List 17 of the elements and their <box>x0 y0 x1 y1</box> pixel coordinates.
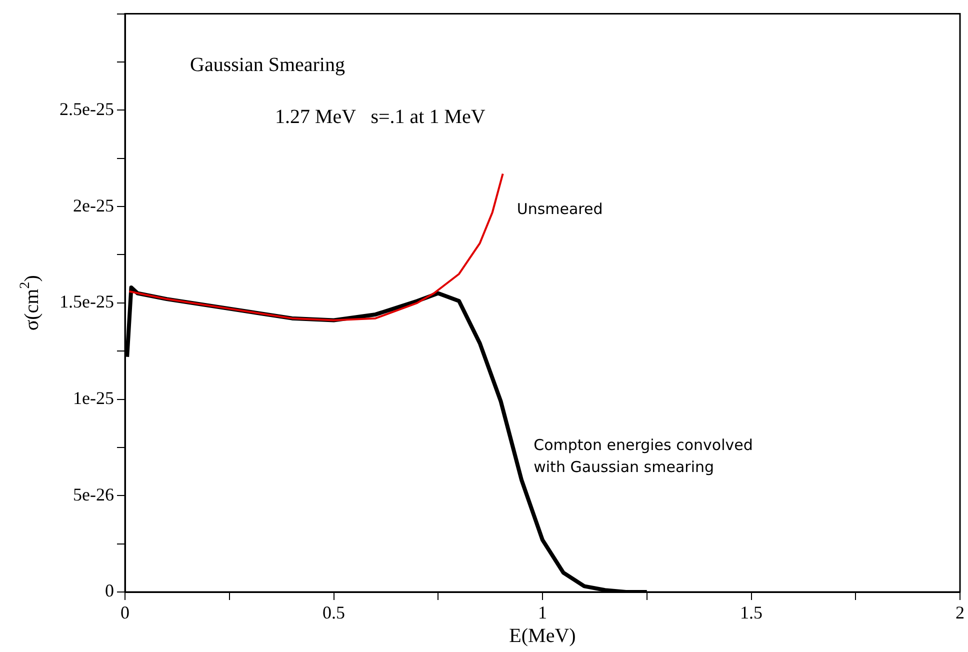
x-tick-label: 0.5 <box>322 602 345 623</box>
x-axis-title: E(MeV) <box>509 625 576 647</box>
annotation: Gaussian Smearing <box>190 54 345 76</box>
x-tick-label: 1 <box>538 602 547 623</box>
x-tick-label: 1.5 <box>740 602 762 623</box>
y-tick-label: 1e-25 <box>73 388 114 408</box>
series-label: Compton energies convolved with Gaussian smearing <box>534 436 753 476</box>
x-tick-label: 0 <box>120 602 130 623</box>
y-tick-label: 0 <box>105 580 114 601</box>
y-tick-label: 1.5e-25 <box>60 292 114 312</box>
series-label: Unsmeared <box>516 200 603 218</box>
y-tick-label: 5e-26 <box>73 484 114 504</box>
y-axis-title: σ(cm2) <box>18 275 43 331</box>
y-tick-label: 2.5e-25 <box>60 98 114 119</box>
annotation: 1.27 MeV s=.1 at 1 MeV <box>275 106 486 128</box>
y-tick-label: 2e-25 <box>73 195 114 216</box>
x-tick-label: 2 <box>956 602 964 623</box>
